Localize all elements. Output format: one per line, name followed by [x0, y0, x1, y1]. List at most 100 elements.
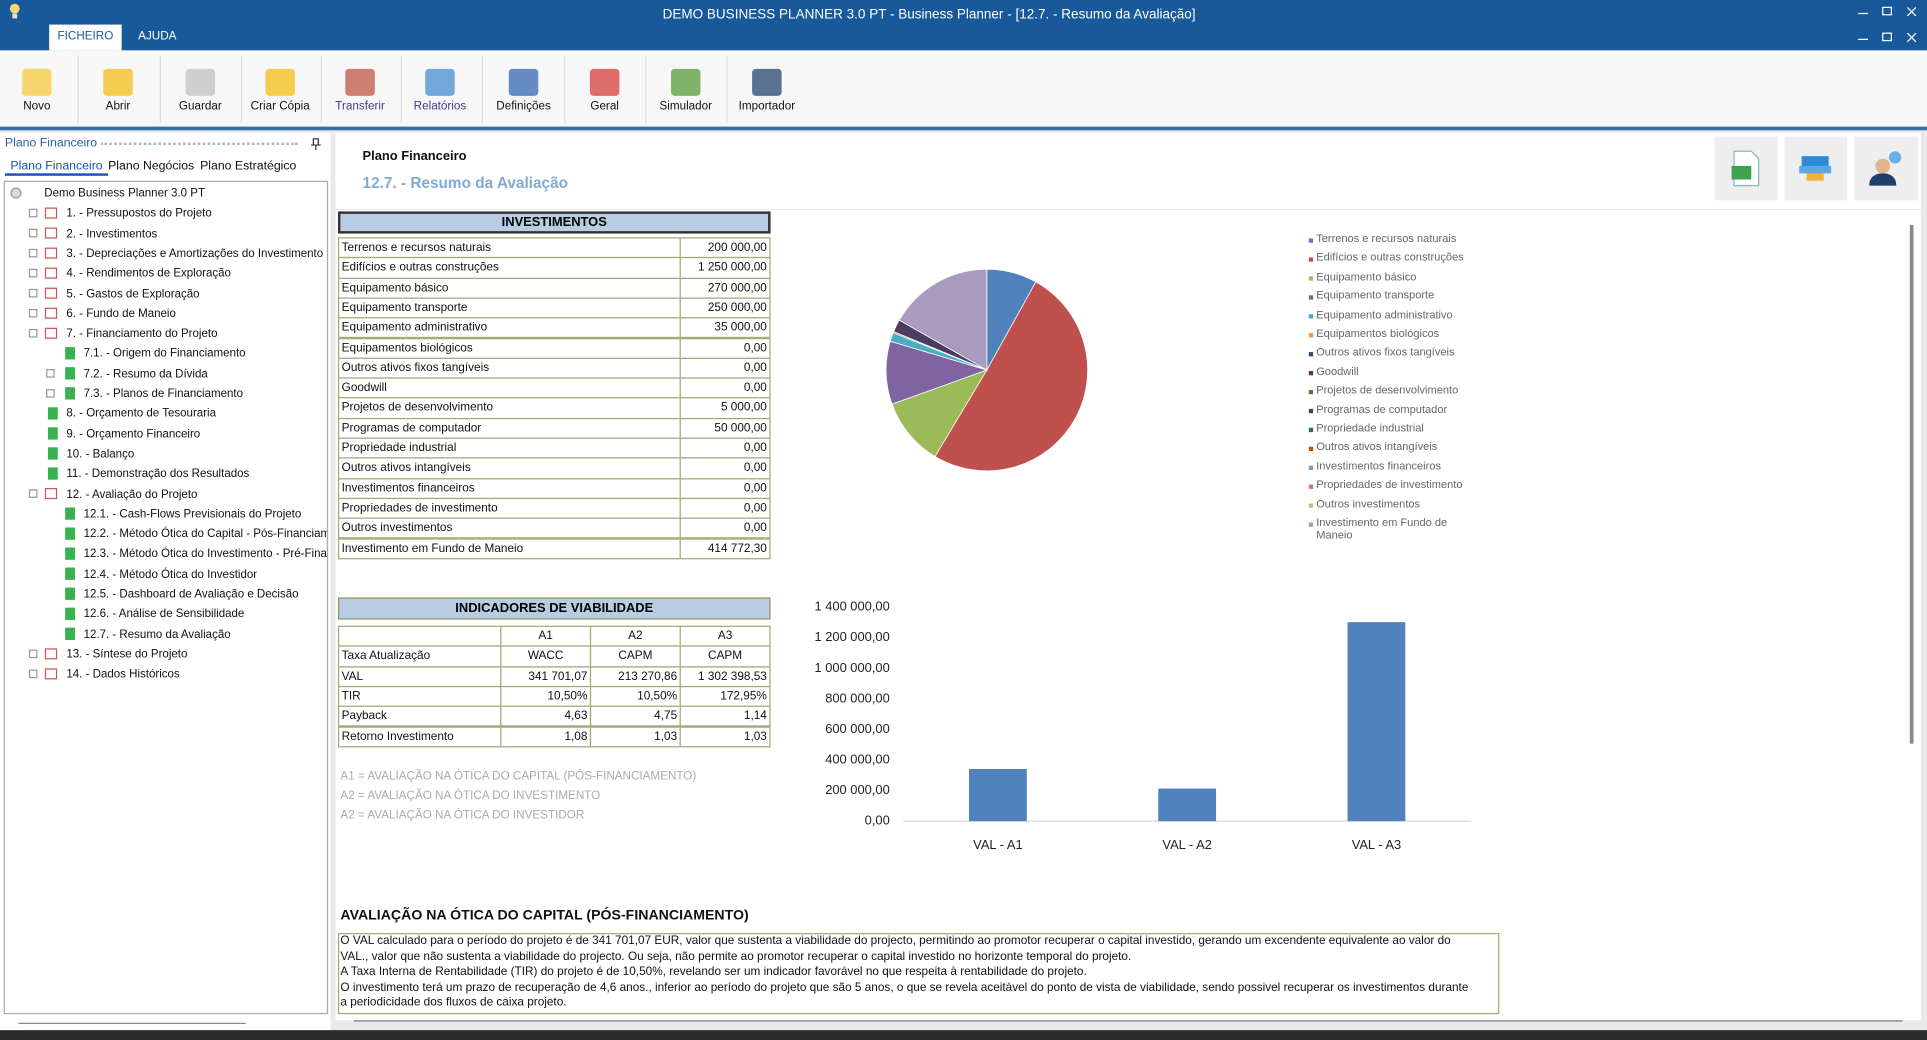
- x-tick-label: VAL - A1: [973, 837, 1022, 852]
- table-cell: 0,00: [679, 357, 771, 379]
- pie-slice: [934, 281, 1089, 472]
- tree-expander: [28, 308, 38, 318]
- tree-item[interactable]: 9. - Orçamento Financeiro: [66, 426, 201, 440]
- tree-expander: [28, 328, 38, 338]
- tab-active[interactable]: [49, 24, 122, 51]
- tree-doc-icon: [65, 547, 75, 560]
- toolbar-separator: [240, 55, 242, 123]
- table-cell: CAPM: [679, 645, 771, 668]
- tree-item[interactable]: 12.7. - Resumo da Avaliação: [83, 626, 231, 640]
- legend-swatch: [1308, 333, 1314, 338]
- x-tick-label: VAL - A2: [1162, 837, 1211, 852]
- table-cell: [337, 625, 502, 647]
- table-cell: 200 000,00: [679, 237, 771, 259]
- ribbon-tab[interactable]: AJUDA: [138, 29, 177, 44]
- tree-list-icon: [44, 307, 58, 319]
- tree-box: [3, 180, 329, 1015]
- sidebar-tab[interactable]: Plano Negócios: [108, 159, 195, 174]
- toolbar-button[interactable]: Simulador: [659, 99, 713, 114]
- tree-item[interactable]: 1. - Pressupostos do Projeto: [66, 205, 212, 220]
- toolbar-icon: [425, 68, 455, 96]
- tree-expander: [46, 369, 55, 378]
- tree-doc-icon: [65, 367, 75, 380]
- tree-item[interactable]: 7.3. - Planos de Financiamento: [83, 386, 244, 400]
- table-cell: Programas de computador: [337, 417, 681, 439]
- sidebar: [0, 132, 331, 1031]
- table-cell: Goodwill: [337, 377, 681, 399]
- tree-item[interactable]: 7.1. - Origem do Financiamento: [83, 345, 246, 360]
- legend-swatch: [1308, 408, 1314, 414]
- table-header: INVESTIMENTOS: [337, 211, 771, 234]
- y-tick-label: 400 000,00: [825, 751, 890, 766]
- sidebar-tab[interactable]: Plano Financeiro: [4, 160, 109, 176]
- toolbar-button[interactable]: Criar Cópia: [250, 99, 310, 114]
- tree-item[interactable]: 6. - Fundo de Maneio: [66, 305, 176, 320]
- title-bar: [0, 0, 1927, 51]
- legend-swatch: [1308, 389, 1314, 395]
- tree-item[interactable]: 2. - Investimentos: [66, 225, 158, 240]
- ribbon-tab[interactable]: FICHEIRO: [57, 29, 114, 44]
- tree-item[interactable]: 12.3. - Método Ótica do Investimento - P…: [83, 546, 327, 560]
- tree-item[interactable]: Demo Business Planner 3.0 PT: [44, 185, 205, 200]
- tree-item[interactable]: 12. - Avaliação do Projeto: [66, 486, 198, 500]
- tree-item[interactable]: 14. - Dados Históricos: [66, 666, 180, 681]
- icon-shape: [265, 68, 295, 96]
- tree-root-icon: [10, 187, 22, 199]
- table-cell: Outros ativos intangíveis: [337, 457, 681, 479]
- legend-swatch: [1308, 446, 1314, 452]
- icon-shape: [22, 68, 52, 96]
- tree-item[interactable]: 12.1. - Cash-Flows Previsionais do Proje…: [83, 506, 302, 520]
- legend-swatch: [1308, 522, 1314, 527]
- legend-label: Equipamento administrativo: [1316, 308, 1453, 321]
- tree-item[interactable]: 13. - Síntese do Projeto: [66, 646, 188, 660]
- tree-item[interactable]: 12.4. - Método Ótica do Investidor: [83, 566, 258, 580]
- toolbar-button[interactable]: Relatórios: [413, 99, 467, 114]
- toolbar-button[interactable]: Novo: [23, 99, 51, 114]
- icon-shape: [671, 68, 701, 96]
- paragraph-line: O VAL calculado para o período do projet…: [340, 934, 1451, 948]
- tree-item[interactable]: 11. - Demonstração dos Resultados: [66, 466, 250, 480]
- legend-label: Investimentos financeiros: [1316, 459, 1442, 472]
- note: A1 = AVALIAÇÃO NA ÓTICA DO CAPITAL (PÓS-…: [340, 769, 697, 784]
- legend-swatch: [1308, 503, 1314, 508]
- sidebar-grip: [100, 142, 298, 146]
- tree-item[interactable]: 8. - Orçamento de Tesouraria: [66, 406, 217, 420]
- table-cell: 4,75: [589, 705, 681, 728]
- tree-item[interactable]: 7. - Financiamento do Projeto: [66, 325, 218, 340]
- window-controls[interactable]: [1856, 4, 1922, 43]
- paragraph-line: A Taxa Interna de Rentabilidade (TIR) do…: [340, 965, 1087, 979]
- action-icons[interactable]: [1714, 136, 1919, 201]
- tree-expander: [28, 669, 38, 679]
- sidebar-tab[interactable]: Plano Estratégico: [200, 159, 297, 174]
- sidebar-title: Plano Financeiro: [4, 136, 98, 150]
- tree-item[interactable]: 7.2. - Resumo da Dívida: [83, 365, 208, 380]
- tree-doc-icon: [65, 507, 75, 520]
- y-tick-label: 1 200 000,00: [814, 629, 889, 644]
- toolbar-button[interactable]: Transferir: [335, 99, 385, 114]
- tree-list-icon: [44, 267, 58, 279]
- table-cell: Propriedade industrial: [337, 437, 681, 459]
- tree-item[interactable]: 12.2. - Método Ótica do Capital - Pós-Fi…: [83, 526, 327, 540]
- toolbar-button[interactable]: Guardar: [178, 99, 222, 114]
- toolbar-button[interactable]: Geral: [590, 99, 619, 114]
- tree-item[interactable]: 10. - Balanço: [66, 446, 135, 460]
- tree-item[interactable]: 5. - Gastos de Exploração: [66, 285, 200, 300]
- legend-swatch: [1308, 371, 1314, 376]
- table-cell: CAPM: [589, 645, 681, 668]
- tree-expander: [28, 489, 38, 498]
- y-tick-label: 800 000,00: [825, 690, 890, 705]
- toolbar-button[interactable]: Abrir: [105, 99, 131, 114]
- table-cell: Outros ativos fixos tangíveis: [337, 357, 681, 379]
- tree-item[interactable]: 12.6. - Análise de Sensibilidade: [83, 606, 245, 620]
- tree-doc-icon: [65, 527, 75, 540]
- tree-item[interactable]: 12.5. - Dashboard de Avaliação e Decisão: [83, 586, 299, 600]
- page-title: 12.7. - Resumo da Avaliação: [362, 174, 569, 192]
- toolbar-button[interactable]: Definições: [496, 99, 551, 114]
- tree-item[interactable]: 4. - Rendimentos de Exploração: [66, 265, 231, 280]
- toolbar-button[interactable]: Importador: [738, 99, 796, 114]
- table-cell: 1,03: [589, 725, 681, 748]
- h-scrollbar: [353, 1020, 1903, 1022]
- tree-item[interactable]: 3. - Depreciações e Amortizações do Inve…: [66, 245, 324, 260]
- pin-icon[interactable]: [310, 138, 322, 150]
- table-cell: Retorno Investimento: [337, 725, 502, 748]
